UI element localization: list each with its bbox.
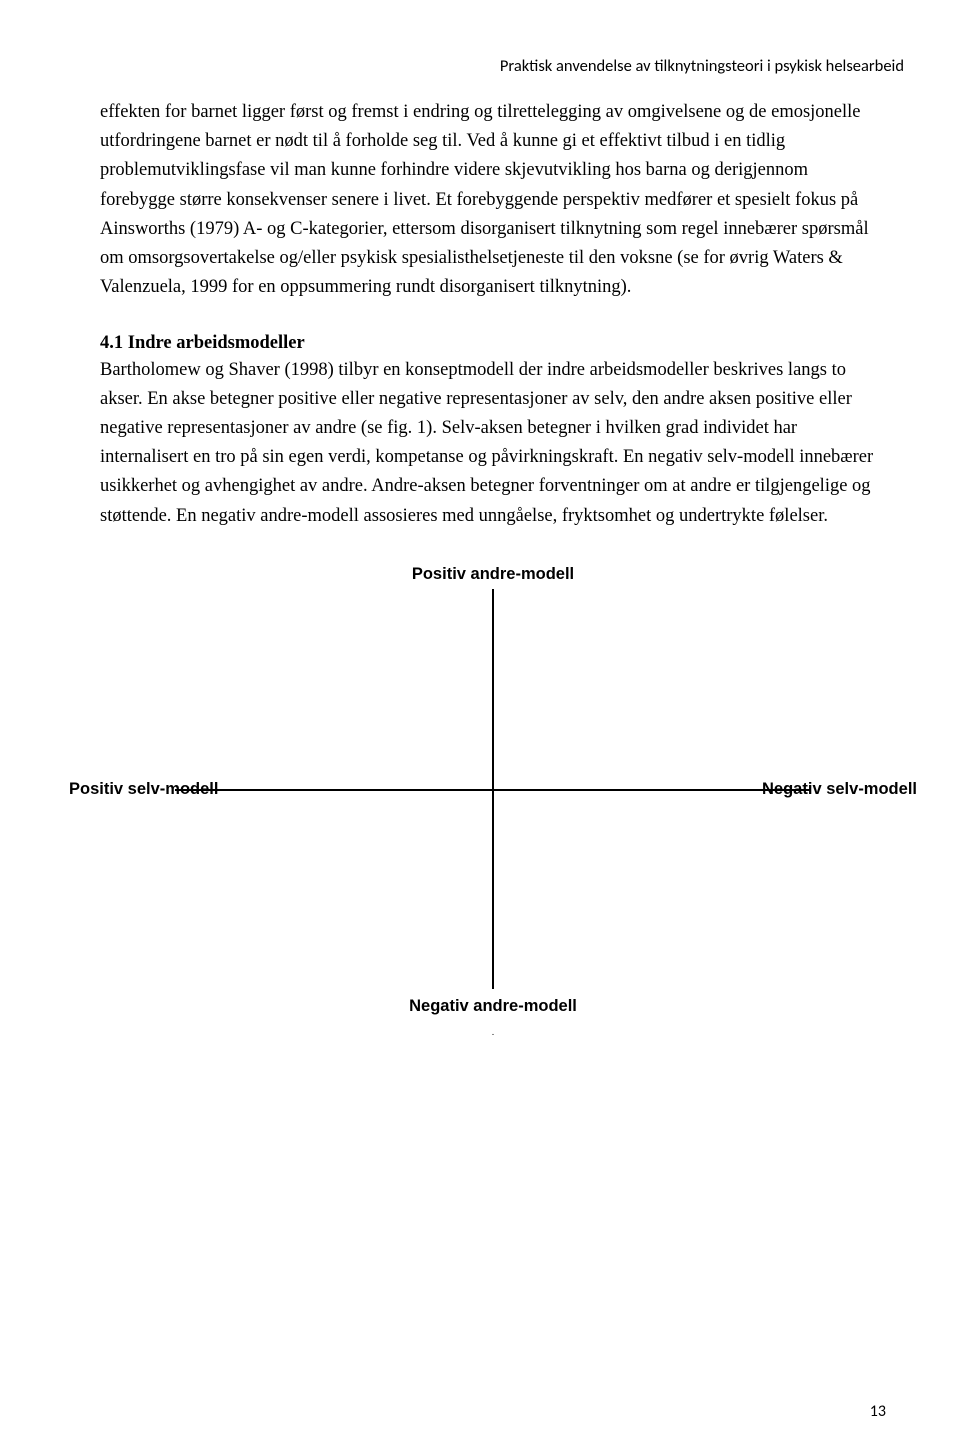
axis-label-left: Positiv selv-modell xyxy=(69,780,218,799)
caption-dot: . xyxy=(492,1027,494,1037)
quadrant-diagram: Positiv andre-modell Negativ andre-model… xyxy=(113,561,873,1031)
axis-label-bottom: Negativ andre-modell xyxy=(409,997,577,1016)
paragraph-1: effekten for barnet ligger først og frem… xyxy=(100,98,886,303)
paragraph-2: Bartholomew og Shaver (1998) tilbyr en k… xyxy=(100,356,886,531)
subheading-4-1: 4.1 Indre arbeidsmodeller xyxy=(100,333,886,354)
running-header: Praktisk anvendelse av tilknytningsteori… xyxy=(100,56,904,76)
horizontal-axis xyxy=(175,789,811,791)
page-number: 13 xyxy=(870,1402,886,1421)
axis-label-right: Negativ selv-modell xyxy=(762,780,917,799)
document-page: Praktisk anvendelse av tilknytningsteori… xyxy=(0,0,960,1451)
axis-label-top: Positiv andre-modell xyxy=(412,565,574,584)
